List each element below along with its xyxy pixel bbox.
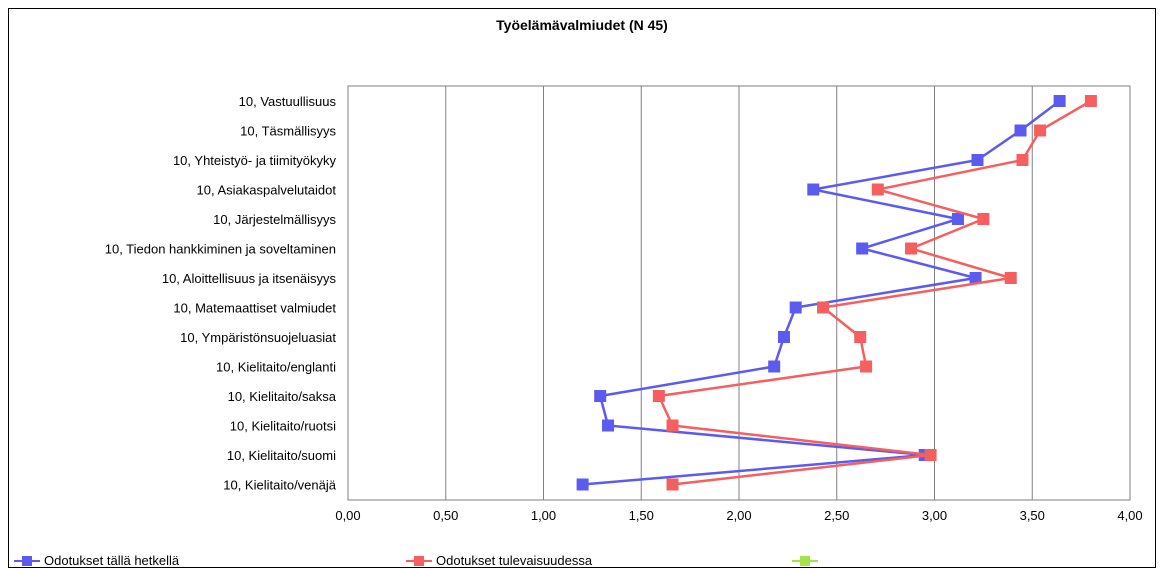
x-tick-label: 0,50 bbox=[433, 508, 458, 523]
data-point bbox=[817, 301, 830, 314]
data-point bbox=[576, 478, 589, 491]
data-point bbox=[1034, 124, 1047, 137]
y-category-label: 10, Kielitaito/ruotsi bbox=[230, 419, 336, 434]
y-category-label: 10, Vastuullisuus bbox=[239, 94, 337, 109]
x-tick-label: 2,00 bbox=[726, 508, 751, 523]
legend-item bbox=[792, 552, 822, 569]
legend-item: Odotukset tulevaisuudessa bbox=[406, 552, 592, 569]
x-tick-label: 2,50 bbox=[824, 508, 849, 523]
y-category-label: 10, Kielitaito/venäjä bbox=[223, 478, 337, 493]
data-point bbox=[777, 331, 790, 343]
legend-item: Odotukset tällä hetkellä bbox=[14, 552, 179, 569]
y-category-label: 10, Tiedon hankkiminen ja soveltaminen bbox=[105, 242, 336, 257]
data-point bbox=[977, 213, 990, 225]
legend-label: Odotukset tulevaisuudessa bbox=[436, 553, 593, 568]
data-point bbox=[854, 331, 867, 343]
y-category-label: 10, Kielitaito/suomi bbox=[227, 448, 336, 463]
data-point bbox=[1016, 154, 1029, 166]
legend-swatch bbox=[406, 554, 432, 568]
x-tick-label: 1,00 bbox=[531, 508, 556, 523]
x-tick-label: 4,00 bbox=[1117, 508, 1142, 523]
y-category-label: 10, Ympäristönsuojeluasiat bbox=[180, 330, 336, 345]
data-point bbox=[1004, 272, 1017, 284]
y-category-label: 10, Aloittellisuus ja itsenäisyys bbox=[162, 271, 337, 286]
data-point bbox=[1053, 95, 1066, 107]
data-point bbox=[666, 419, 679, 432]
data-point bbox=[951, 213, 964, 225]
data-point bbox=[602, 419, 615, 432]
series-2 bbox=[652, 95, 1097, 491]
x-tick-label: 3,00 bbox=[922, 508, 947, 523]
data-point bbox=[905, 242, 918, 255]
x-tick-label: 3,50 bbox=[1020, 508, 1045, 523]
data-point bbox=[924, 449, 937, 461]
data-point bbox=[860, 360, 873, 373]
legend-swatch bbox=[14, 554, 40, 568]
legend-swatch bbox=[792, 554, 818, 568]
data-point bbox=[1014, 124, 1027, 137]
data-point bbox=[789, 301, 802, 314]
x-tick-label: 1,50 bbox=[629, 508, 654, 523]
data-point bbox=[856, 242, 869, 255]
y-category-label: 10, Asiakaspalvelutaidot bbox=[197, 183, 337, 198]
legend-label: Odotukset tällä hetkellä bbox=[44, 553, 180, 568]
data-point bbox=[594, 390, 607, 402]
y-category-label: 10, Yhteistyö- ja tiimityökyky bbox=[173, 153, 337, 168]
data-point bbox=[652, 390, 665, 402]
x-tick-label: 0,00 bbox=[335, 508, 360, 523]
data-point bbox=[768, 360, 781, 373]
data-point bbox=[807, 183, 820, 196]
y-category-label: 10, Järjestelmällisyys bbox=[213, 212, 336, 227]
data-point bbox=[871, 183, 884, 196]
chart-title: Työelämävalmiudet (N 45) bbox=[496, 17, 668, 33]
y-category-label: 10, Täsmällisyys bbox=[240, 124, 336, 139]
y-category-label: 10, Kielitaito/englanti bbox=[216, 360, 336, 375]
data-point bbox=[971, 154, 984, 166]
data-point bbox=[666, 478, 679, 491]
y-category-label: 10, Kielitaito/saksa bbox=[228, 389, 337, 404]
y-category-label: 10, Matemaattiset valmiudet bbox=[173, 301, 336, 316]
data-point bbox=[1084, 95, 1097, 107]
data-point bbox=[969, 272, 982, 284]
